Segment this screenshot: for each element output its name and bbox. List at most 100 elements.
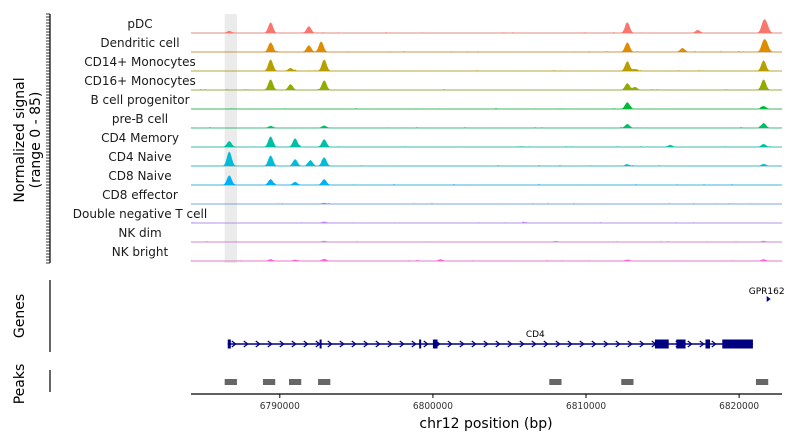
track-label: Double negative T cell <box>73 207 207 221</box>
highlight-region <box>224 14 237 263</box>
x-tick-label: 6800000 <box>413 401 453 412</box>
track-label: CD8 Naive <box>108 169 171 183</box>
track-nk-dim: NK dim <box>118 226 782 243</box>
strand-arrow <box>603 340 609 348</box>
y-axis-label-line2: (range 0 - 85) <box>28 92 44 189</box>
track-label: pDC <box>127 17 152 31</box>
x-tick-label: 6790000 <box>260 401 300 412</box>
track-signal-area <box>191 59 782 72</box>
track-pre-b-cell: pre-B cell <box>112 112 783 129</box>
strand-arrow <box>267 340 273 348</box>
strand-arrow <box>375 340 381 348</box>
gene-exon <box>227 339 231 349</box>
x-tick-label: 6820000 <box>719 401 759 412</box>
strand-arrow <box>279 340 285 348</box>
gene-label: CD4 <box>526 330 545 340</box>
gene-cd4: CD4 <box>227 330 753 349</box>
track-signal-area <box>191 39 782 53</box>
y-axis-ruler <box>46 13 51 264</box>
track-label: CD4 Memory <box>101 131 179 145</box>
strand-arrow <box>459 340 465 348</box>
y-axis-label-line1: Normalized signal <box>12 77 28 202</box>
strand-arrow <box>555 340 561 348</box>
strand-arrow <box>303 340 309 348</box>
peaks-panel-label: Peaks <box>12 364 28 405</box>
gene-exon <box>419 339 422 349</box>
strand-arrow <box>255 340 261 348</box>
strand-arrow <box>351 340 357 348</box>
track-pdc: pDC <box>127 17 782 34</box>
peak-region <box>224 379 237 385</box>
track-cd16-monocytes: CD16+ Monocytes <box>84 74 782 91</box>
x-axis-label: chr12 position (bp) <box>419 416 552 432</box>
track-cd14-monocytes: CD14+ Monocytes <box>84 55 782 72</box>
track-cd8-naive: CD8 Naive <box>108 169 782 186</box>
track-label: NK bright <box>112 245 169 259</box>
strand-arrow <box>471 340 477 348</box>
gene-exon <box>705 339 711 349</box>
track-cd4-memory: CD4 Memory <box>101 131 782 148</box>
strand-arrow <box>483 340 489 348</box>
strand-arrow <box>291 340 297 348</box>
strand-arrow <box>243 340 249 348</box>
track-label: B cell progenitor <box>90 93 189 107</box>
track-signal-area <box>190 123 783 129</box>
track-label: pre-B cell <box>112 112 168 126</box>
track-signal-area <box>191 102 782 110</box>
track-nk-bright: NK bright <box>112 245 782 262</box>
peak-region <box>288 379 302 385</box>
track-signal-area <box>191 240 782 243</box>
strand-arrow <box>711 340 717 348</box>
track-label: CD4 Naive <box>108 150 171 164</box>
gene-marker <box>766 296 771 302</box>
track-label: CD16+ Monocytes <box>84 74 195 88</box>
x-tick-label: 6810000 <box>566 401 606 412</box>
track-signal-area <box>191 19 782 34</box>
peak-region <box>755 379 769 385</box>
strand-arrow <box>591 340 597 348</box>
strand-arrow <box>387 340 393 348</box>
track-label: Dendritic cell <box>100 36 179 50</box>
strand-arrow <box>411 340 417 348</box>
strand-arrow <box>507 340 513 348</box>
strand-arrow <box>543 340 549 348</box>
peak-region <box>549 379 562 385</box>
peak-region <box>318 379 331 385</box>
strand-arrow <box>531 340 537 348</box>
gene-label: GPR162 <box>749 287 785 297</box>
strand-arrow <box>519 340 525 348</box>
gene-exon <box>432 339 438 349</box>
peak-region <box>621 379 634 385</box>
strand-arrow <box>699 340 705 348</box>
track-label: CD14+ Monocytes <box>84 55 195 69</box>
gene-exon <box>676 339 686 349</box>
highlight-region-layer <box>224 14 237 263</box>
track-signal-area <box>191 202 782 205</box>
strand-arrow <box>579 340 585 348</box>
track-signal-area <box>191 175 782 186</box>
strand-arrow <box>339 340 345 348</box>
strand-arrow <box>231 340 237 348</box>
strand-arrow <box>687 340 693 348</box>
genes-panel: Genes CD4 GPR162 <box>12 280 785 352</box>
track-signal-area <box>190 221 782 224</box>
track-cd4-naive: CD4 Naive <box>108 150 782 167</box>
track-dendritic-cell: Dendritic cell <box>100 36 782 53</box>
x-axis: chr12 position (bp) 6790000 6800000 681000… <box>191 393 782 432</box>
strand-arrow <box>567 340 573 348</box>
peaks-panel: Peaks <box>12 364 769 405</box>
track-signal-area <box>190 258 782 262</box>
gene-exon <box>654 339 669 349</box>
peak-region <box>262 379 276 385</box>
strand-arrow <box>447 340 453 348</box>
track-signal-area <box>191 136 782 148</box>
strand-arrow <box>423 340 429 348</box>
track-double-negative-t-cell: Double negative T cell <box>73 207 782 224</box>
track-label: NK dim <box>118 226 161 240</box>
strand-arrow <box>327 340 333 348</box>
genes-panel-label: Genes <box>12 294 28 338</box>
y-axis-label-group: Normalized signal (range 0 - 85) <box>12 77 44 202</box>
strand-arrow <box>627 340 633 348</box>
